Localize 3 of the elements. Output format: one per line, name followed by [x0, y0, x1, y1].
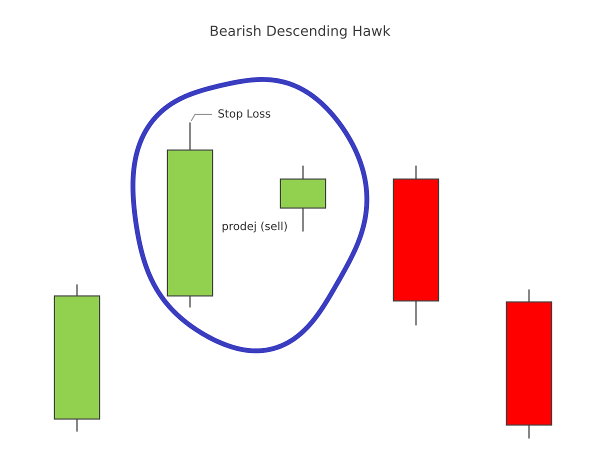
chart-title: Bearish Descending Hawk: [210, 25, 391, 39]
text: Stop Loss: [218, 109, 270, 120]
annotation: prodej (sell): [222, 222, 287, 232]
